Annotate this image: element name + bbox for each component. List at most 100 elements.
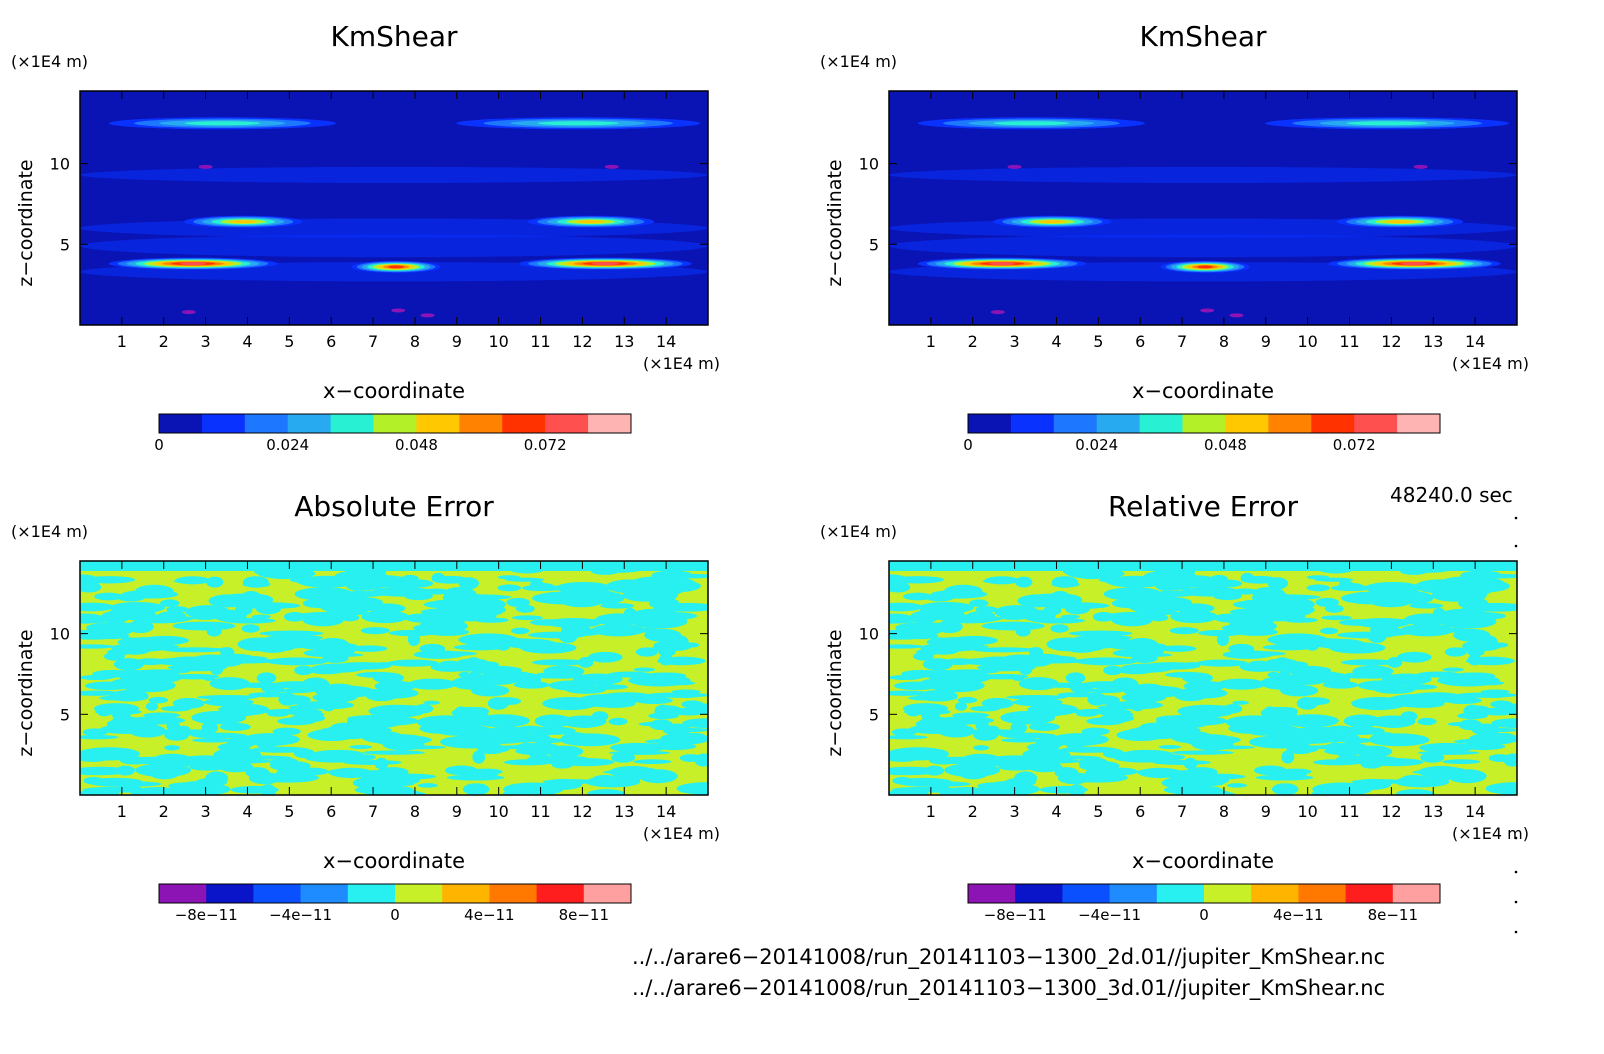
error-patch <box>889 616 918 624</box>
error-patch <box>638 721 673 727</box>
error-patch <box>977 782 1040 795</box>
panel-1: KmShear(×1E4 m)1 2 3 4 5 6 7 8 9 10 11 12 13 14510(×1… <box>11 20 720 454</box>
error-patch <box>1113 752 1175 763</box>
error-patch <box>1050 624 1069 633</box>
error-patch <box>1312 759 1362 766</box>
error-patch <box>1074 635 1133 641</box>
error-patch <box>1239 662 1280 672</box>
error-patch <box>1148 614 1169 622</box>
colorbar-label: −4e−11 <box>1078 906 1141 924</box>
error-patch <box>366 790 426 795</box>
x-tick-label: 5 <box>1093 332 1103 351</box>
error-patch <box>505 577 545 582</box>
x-tick-label: 6 <box>1135 332 1145 351</box>
z-unit-label: (×1E4 m) <box>820 522 897 541</box>
error-patch <box>314 685 376 698</box>
colorbar-swatch <box>1015 884 1063 903</box>
x-tick-label: 3 <box>201 802 211 821</box>
error-patch <box>1491 718 1517 729</box>
error-patch <box>1458 597 1489 610</box>
error-patch <box>667 578 697 592</box>
field-patch <box>990 310 1005 315</box>
error-patch <box>1396 789 1435 795</box>
error-patch <box>80 735 119 740</box>
error-patch <box>474 714 530 728</box>
field-feature <box>537 121 619 126</box>
error-patch <box>654 704 672 718</box>
error-patch <box>1306 584 1331 592</box>
x-tick-label: 7 <box>368 802 378 821</box>
error-patch <box>513 742 560 752</box>
x-unit-label: (×1E4 m) <box>1452 824 1529 843</box>
x-tick-label: 3 <box>1010 802 1020 821</box>
error-patch <box>81 627 133 636</box>
error-patch <box>1021 653 1064 662</box>
error-patch <box>1286 672 1331 685</box>
error-patch <box>1260 706 1298 720</box>
error-patch <box>277 757 299 769</box>
colorbar-frame <box>158 413 632 434</box>
error-patch <box>1397 651 1432 663</box>
field-patch <box>1229 313 1244 318</box>
x-tick-label: 1 <box>117 802 127 821</box>
error-patch <box>529 582 554 588</box>
error-patch <box>1068 630 1133 637</box>
colorbar-swatch <box>395 884 443 903</box>
error-patch <box>1282 665 1332 675</box>
error-patch <box>370 687 419 699</box>
error-patch <box>1360 760 1383 769</box>
colorbar-swatch <box>1182 414 1226 433</box>
colorbar-label: 0.048 <box>1204 436 1247 454</box>
error-patch <box>471 684 510 697</box>
error-patch <box>682 718 708 729</box>
error-patch <box>226 736 257 748</box>
x-tick-label: 7 <box>1177 802 1187 821</box>
error-patch <box>1322 681 1359 689</box>
colorbar-swatch <box>1311 414 1355 433</box>
field-feature <box>1038 220 1066 224</box>
error-patch <box>649 597 680 610</box>
error-patch <box>256 672 277 684</box>
x-tick-label: 14 <box>1465 332 1485 351</box>
x-tick-label: 1 <box>926 332 936 351</box>
error-patch <box>1158 744 1182 750</box>
x-tick-label: 7 <box>368 332 378 351</box>
error-patch <box>491 697 522 706</box>
error-patch <box>1087 769 1124 775</box>
error-patch <box>908 695 958 701</box>
error-patch <box>1484 692 1507 699</box>
error-patch <box>1417 750 1480 755</box>
colorbar-label: 4e−11 <box>464 906 514 924</box>
error-patch <box>473 665 523 675</box>
error-patch <box>889 644 925 649</box>
error-patch <box>387 578 425 589</box>
field-patch <box>420 313 435 318</box>
error-patch <box>889 602 924 612</box>
error-patch <box>1143 570 1197 582</box>
colorbar-frame <box>158 883 632 904</box>
x-tick-label: 13 <box>1423 332 1443 351</box>
error-patch <box>440 602 468 615</box>
colorbar-swatch <box>1156 884 1205 903</box>
error-patch <box>1442 667 1465 672</box>
field-band <box>889 166 1517 183</box>
z-unit-label: (×1E4 m) <box>11 522 88 541</box>
error-patch <box>1418 742 1475 753</box>
error-patch <box>1461 573 1517 579</box>
colorbar-swatch <box>159 414 203 433</box>
error-patch <box>1196 578 1234 589</box>
error-patch <box>329 767 373 779</box>
error-patch <box>1175 790 1235 795</box>
error-patch <box>1119 712 1134 718</box>
error-patch <box>676 782 708 795</box>
field-feature <box>1197 265 1213 269</box>
error-patch <box>968 599 989 607</box>
error-patch <box>234 604 253 616</box>
z-unit-label: (×1E4 m) <box>11 52 88 71</box>
x-tick-label: 10 <box>488 802 508 821</box>
x-tick-label: 9 <box>1261 802 1271 821</box>
error-patch <box>1262 644 1314 651</box>
error-patch <box>1103 665 1123 676</box>
colorbar-label: 0 <box>963 436 973 454</box>
error-patch <box>80 581 102 593</box>
